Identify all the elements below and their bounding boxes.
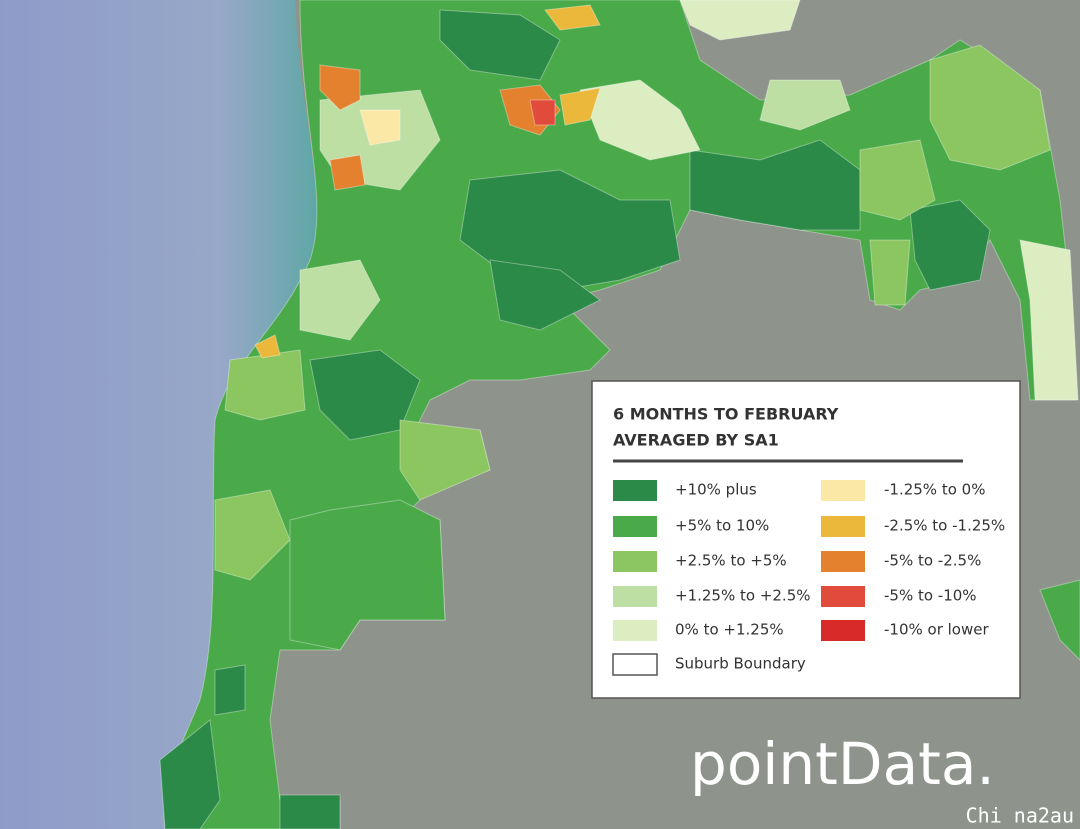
legend-title: AVERAGED BY SA1 — [613, 431, 779, 450]
legend-swatch — [613, 620, 657, 641]
legend-swatch — [613, 480, 657, 501]
legend-label: -10% or lower — [884, 621, 989, 639]
legend-swatch — [613, 586, 657, 607]
legend-title: 6 MONTHS TO FEBRUARY — [613, 405, 839, 424]
legend-swatch — [612, 653, 658, 676]
legend-label: -2.5% to -1.25% — [884, 517, 1005, 535]
legend-items: +10% plus +5% to 10% +2.5% to +5% +1.25% to… — [612, 480, 1005, 676]
legend-label: -1.25% to 0% — [884, 481, 985, 499]
legend-box — [591, 380, 1021, 699]
logo: pointData. — [690, 730, 995, 798]
legend-label: +2.5% to +5% — [675, 552, 787, 570]
legend-label: +10% plus — [675, 481, 757, 499]
legend-swatch — [613, 516, 657, 537]
watermark: Chi na2au — [966, 804, 1074, 828]
legend-swatch — [821, 480, 865, 501]
legend: 6 MONTHS TO FEBRUARY AVERAGED BY SA1 +10… — [591, 380, 1021, 699]
legend-swatch — [613, 551, 657, 572]
legend-label: 0% to +1.25% — [675, 621, 784, 639]
legend-label: -5% to -10% — [884, 587, 977, 605]
legend-label: +5% to 10% — [675, 517, 769, 535]
legend-label: +1.25% to +2.5% — [675, 587, 811, 605]
ocean — [0, 0, 317, 829]
legend-label: -5% to -2.5% — [884, 552, 981, 570]
legend-swatch — [821, 551, 865, 572]
legend-swatch — [821, 516, 865, 537]
legend-label: Suburb Boundary — [675, 655, 806, 673]
regions — [159, 0, 1080, 829]
legend-swatch — [821, 620, 865, 641]
legend-swatch — [821, 586, 865, 607]
